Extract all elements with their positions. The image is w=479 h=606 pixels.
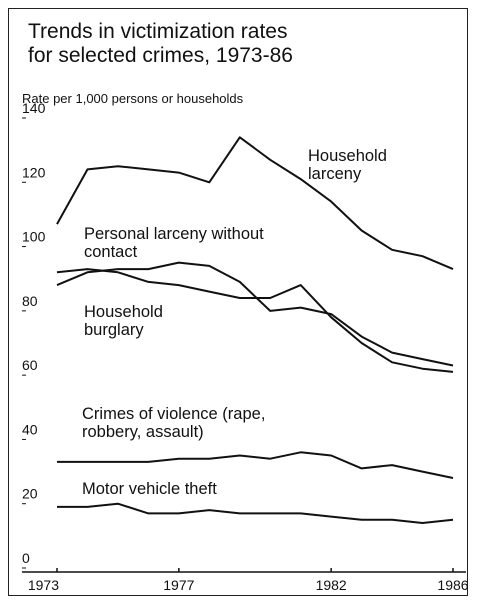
x-tick-label: 1982 (316, 577, 347, 593)
series-line (56, 268, 454, 373)
chart-title: Trends in victimization rates for select… (28, 20, 293, 68)
y-tick-label: 40 (22, 421, 38, 437)
series-label: Household larceny (308, 147, 387, 183)
y-tick-label: 20 (22, 486, 38, 502)
series-line (57, 451, 454, 479)
y-tick-label: 120 (22, 164, 46, 180)
y-tick-label: 60 (22, 357, 38, 373)
series-label: Household burglary (84, 303, 163, 339)
frame (8, 8, 468, 596)
y-tick-label: 80 (22, 293, 38, 309)
y-axis-label: Rate per 1,000 persons or households (22, 91, 244, 106)
series-line (56, 261, 454, 367)
y-tick-label: 0 (22, 550, 30, 566)
y-tick-label: 140 (22, 100, 46, 116)
series-line (56, 136, 454, 271)
y-tick-label: 100 (22, 229, 46, 245)
series-label: Motor vehicle theft (82, 480, 217, 498)
x-tick-label: 1977 (163, 577, 194, 593)
series-line (57, 502, 454, 524)
x-tick-label: 1986 (437, 577, 468, 593)
series-label: Crimes of violence (rape, robbery, assau… (82, 405, 266, 441)
x-tick-label: 1973 (28, 577, 59, 593)
series-label: Personal larceny without contact (84, 225, 264, 261)
